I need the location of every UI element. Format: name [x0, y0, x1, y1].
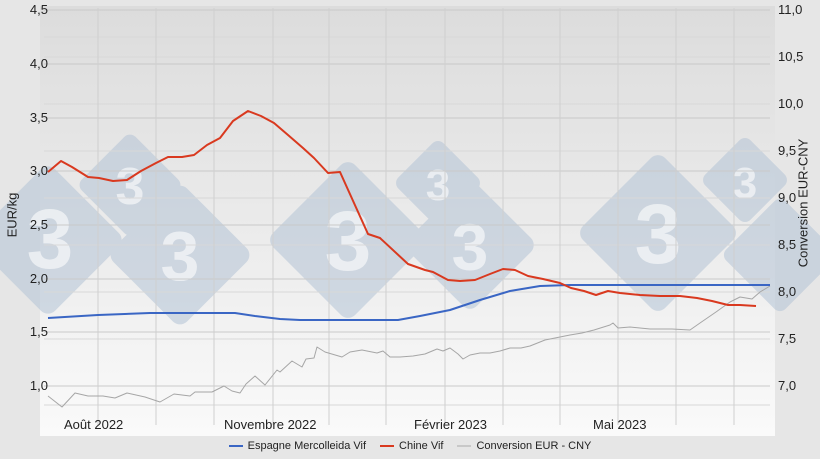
- svg-text:3: 3: [452, 210, 489, 284]
- y-tick-left: 1,5: [29, 324, 48, 339]
- legend-item-chine[interactable]: Chine Vif: [380, 440, 443, 452]
- y-axis-title-right: Conversion EUR-CNY: [795, 138, 811, 268]
- y-tick-left: 2,0: [29, 271, 48, 286]
- legend-swatch-blue-icon: [228, 445, 243, 447]
- legend-label: Espagne Mercolleida Vif: [247, 440, 367, 452]
- svg-text:3: 3: [635, 187, 682, 281]
- series-eur-cny-line: [47, 285, 771, 408]
- watermark-digits: 3 3 3 3 3 3 3 3: [27, 158, 758, 295]
- y-tick-right: 7,5: [778, 331, 797, 346]
- y-tick-left: 3,5: [29, 110, 48, 125]
- legend-swatch-red-icon: [380, 445, 395, 447]
- y-tick-right: 7,0: [778, 378, 797, 393]
- y-tick-right: 8,0: [778, 284, 797, 299]
- x-tick: Mai 2023: [593, 417, 647, 432]
- vertical-gridlines: [97, 8, 735, 425]
- y-tick-left: 4,0: [29, 56, 48, 71]
- svg-text:3: 3: [116, 158, 145, 216]
- y-tick-right: 8,5: [778, 237, 797, 252]
- legend-swatch-gray-icon: [457, 445, 472, 447]
- horizontal-gridlines: [44, 9, 770, 387]
- y-tick-right: 11,0: [778, 2, 803, 17]
- y-tick-left: 3,0: [29, 163, 48, 178]
- y-tick-left: 4,5: [29, 2, 48, 17]
- y-tick-left: 2,5: [29, 217, 48, 232]
- svg-text:3: 3: [161, 217, 200, 295]
- watermark-logos: [0, 134, 820, 325]
- series-chine-line: [47, 110, 757, 307]
- y-tick-right: 10,0: [778, 96, 804, 111]
- svg-text:3: 3: [426, 161, 450, 210]
- y-tick-right: 9,5: [778, 143, 797, 158]
- y-tick-left: 1,0: [29, 378, 48, 393]
- legend-item-eur-cny[interactable]: Conversion EUR - CNY: [457, 440, 591, 452]
- minor-gridlines: [44, 36, 770, 406]
- y-tick-right: 9,0: [778, 190, 797, 205]
- y-axis-title-left: EUR/kg: [4, 192, 20, 238]
- x-tick: Août 2022: [64, 417, 124, 432]
- legend-label: Chine Vif: [399, 440, 444, 452]
- legend-item-espagne[interactable]: Espagne Mercolleida Vif: [228, 440, 367, 452]
- y-tick-right: 10,5: [778, 49, 804, 64]
- x-tick: Novembre 2022: [224, 417, 317, 432]
- svg-text:3: 3: [733, 159, 757, 208]
- svg-text:3: 3: [325, 194, 372, 288]
- series-espagne-line: [47, 284, 770, 321]
- legend: Espagne Mercolleida Vif Chine Vif Conver…: [0, 440, 820, 452]
- legend-label: Conversion EUR - CNY: [476, 440, 592, 452]
- x-tick: Février 2023: [414, 417, 487, 432]
- svg-text:3: 3: [27, 192, 74, 286]
